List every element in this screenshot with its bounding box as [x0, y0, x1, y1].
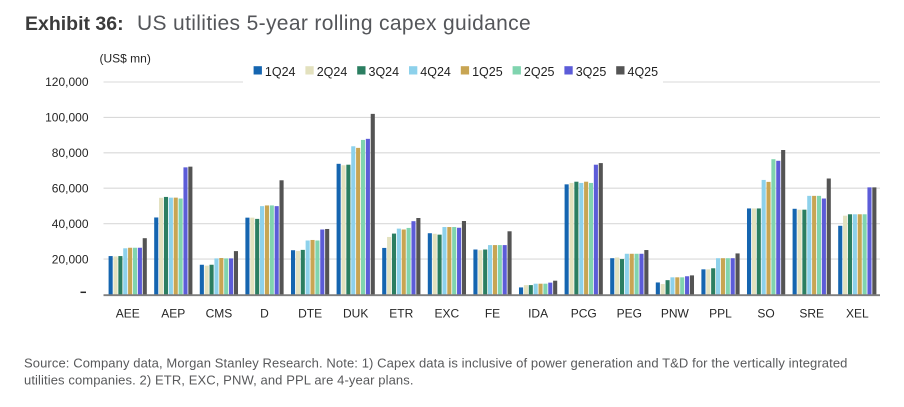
- svg-text:60,000: 60,000: [52, 181, 89, 195]
- svg-text:4Q24: 4Q24: [420, 65, 451, 79]
- svg-text:CMS: CMS: [206, 307, 233, 321]
- svg-text:AEP: AEP: [161, 307, 185, 321]
- svg-text:(US$ mn): (US$ mn): [100, 52, 151, 66]
- svg-text:EXC: EXC: [435, 307, 460, 321]
- svg-text:IDA: IDA: [528, 307, 548, 321]
- svg-text:AEE: AEE: [116, 307, 140, 321]
- svg-text:120,000: 120,000: [45, 75, 89, 89]
- svg-text:US utilities 5-year rolling ca: US utilities 5-year rolling capex guidan…: [137, 12, 531, 35]
- svg-text:PCG: PCG: [571, 307, 597, 321]
- svg-text:3Q25: 3Q25: [576, 65, 607, 79]
- svg-text:20,000: 20,000: [52, 252, 89, 266]
- svg-text:utilities companies. 2) ETR, E: utilities companies. 2) ETR, EXC, PNW, a…: [24, 373, 414, 388]
- svg-text:1Q25: 1Q25: [472, 65, 503, 79]
- svg-text:ETR: ETR: [389, 307, 413, 321]
- svg-text:100,000: 100,000: [45, 111, 89, 125]
- svg-text:FE: FE: [485, 307, 500, 321]
- svg-text:2Q25: 2Q25: [524, 65, 555, 79]
- svg-text:1Q24: 1Q24: [265, 65, 296, 79]
- svg-text:PPL: PPL: [709, 307, 732, 321]
- svg-text:PNW: PNW: [661, 307, 690, 321]
- svg-text:2Q24: 2Q24: [317, 65, 348, 79]
- svg-text:Exhibit 36:: Exhibit 36:: [25, 13, 124, 35]
- svg-text:XEL: XEL: [846, 307, 869, 321]
- svg-text:SO: SO: [757, 307, 774, 321]
- svg-text:40,000: 40,000: [52, 217, 89, 231]
- svg-text:D: D: [260, 307, 269, 321]
- svg-text:DUK: DUK: [343, 307, 368, 321]
- svg-text:80,000: 80,000: [52, 146, 89, 160]
- svg-text:Source: Company data, Morgan S: Source: Company data, Morgan Stanley Res…: [24, 356, 848, 371]
- svg-text:3Q24: 3Q24: [369, 65, 400, 79]
- svg-text:4Q25: 4Q25: [628, 65, 659, 79]
- svg-text:DTE: DTE: [298, 307, 322, 321]
- svg-text:PEG: PEG: [617, 307, 642, 321]
- svg-text:SRE: SRE: [799, 307, 824, 321]
